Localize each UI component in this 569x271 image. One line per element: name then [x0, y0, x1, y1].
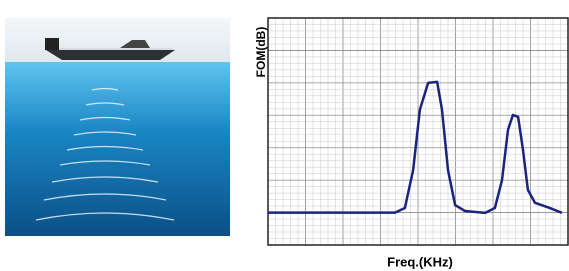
x-axis-label: Freq.(KHz): [387, 254, 453, 269]
y-axis-label: FOM(dB): [254, 27, 268, 78]
sonar-illustration: [5, 18, 230, 236]
page: FOM(dB) Freq.(KHz): [0, 0, 569, 271]
